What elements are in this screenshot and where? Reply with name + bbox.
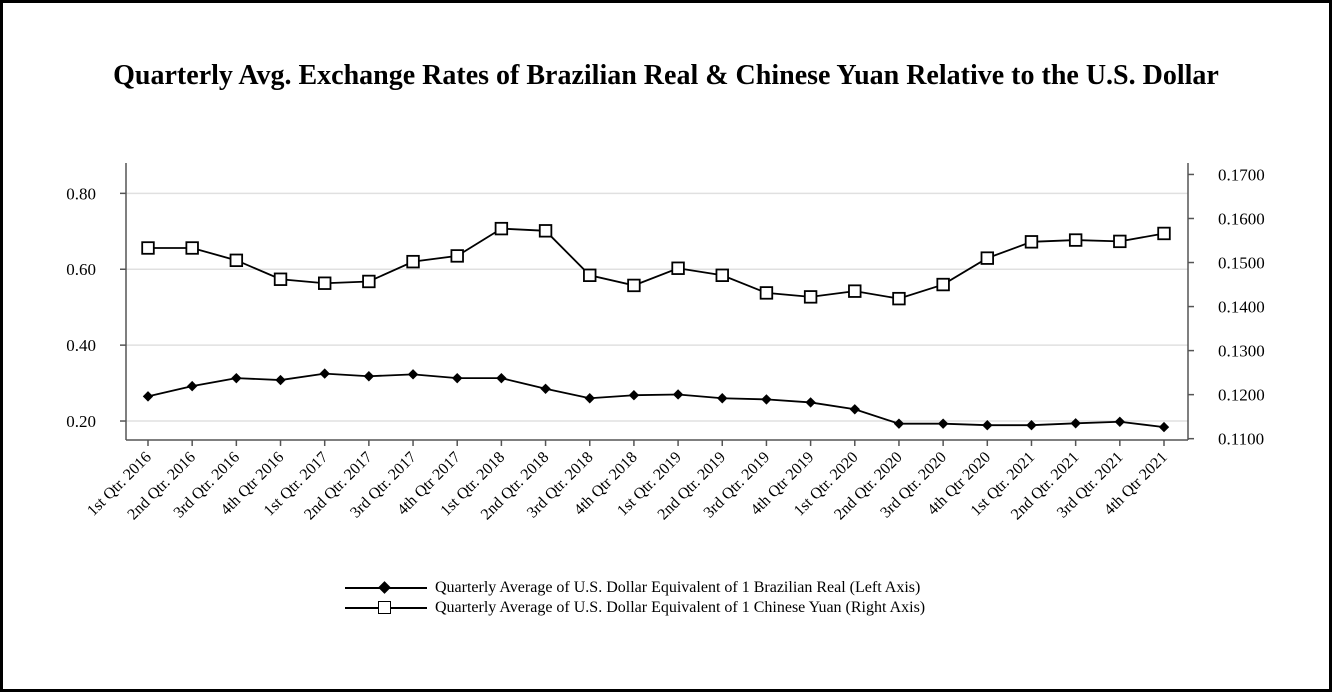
series-brl <box>142 368 1170 433</box>
series-cny <box>141 221 1171 306</box>
data-point-square <box>715 268 729 282</box>
left-tick-label: 0.60 <box>66 260 96 279</box>
data-point-diamond <box>275 374 286 386</box>
data-point-diamond <box>452 372 463 384</box>
data-point-diamond <box>893 418 905 429</box>
data-point-diamond <box>717 393 728 404</box>
data-point-diamond <box>496 372 507 384</box>
data-point-diamond <box>672 389 684 400</box>
data-point-square <box>229 253 244 268</box>
data-point-diamond <box>849 404 860 415</box>
data-point-diamond <box>540 383 551 394</box>
right-tick-label: 0.1100 <box>1218 430 1264 449</box>
right-tick-label: 0.1200 <box>1218 386 1265 405</box>
data-point-square <box>627 278 641 293</box>
data-point-square <box>1068 233 1083 247</box>
data-point-diamond <box>363 371 375 382</box>
data-point-square <box>362 274 376 289</box>
legend: Quarterly Average of U.S. Dollar Equival… <box>345 578 1045 618</box>
data-point-square <box>317 276 332 290</box>
left-tick-label: 0.40 <box>66 336 96 355</box>
data-point-square <box>980 251 995 265</box>
legend-key-cny <box>345 598 427 618</box>
legend-item-brl: Quarterly Average of U.S. Dollar Equival… <box>345 578 1045 598</box>
data-point-diamond <box>407 369 419 380</box>
chart-title: Quarterly Avg. Exchange Rates of Brazili… <box>113 60 1219 91</box>
legend-item-cny: Quarterly Average of U.S. Dollar Equival… <box>345 598 1045 618</box>
data-point-square <box>450 249 464 263</box>
data-point-square <box>803 290 818 304</box>
data-point-square <box>273 272 288 286</box>
data-point-square <box>936 277 950 292</box>
data-point-diamond <box>319 368 330 379</box>
data-point-square <box>671 261 685 275</box>
square-marker-icon <box>378 601 391 614</box>
data-point-diamond <box>937 418 949 429</box>
gridlines <box>126 192 1188 422</box>
data-point-diamond <box>1158 421 1170 433</box>
left-tick-label: 0.80 <box>66 184 96 203</box>
data-point-diamond <box>1070 418 1081 429</box>
data-point-square <box>494 221 509 236</box>
legend-key-brl <box>345 578 427 598</box>
left-tick-label: 0.20 <box>66 412 96 431</box>
diamond-marker-icon <box>378 581 391 594</box>
data-point-diamond <box>982 420 993 431</box>
legend-label-brl: Quarterly Average of U.S. Dollar Equival… <box>435 579 921 596</box>
data-point-square <box>1113 234 1127 249</box>
data-point-square <box>538 224 553 238</box>
data-point-diamond <box>231 372 242 384</box>
series <box>141 221 1171 433</box>
data-point-square <box>141 241 155 255</box>
data-point-diamond <box>142 391 154 402</box>
data-point-diamond <box>761 394 772 405</box>
data-point-diamond <box>628 390 640 401</box>
data-point-diamond <box>186 380 198 392</box>
data-point-diamond <box>1026 420 1037 431</box>
data-point-square <box>759 286 774 300</box>
data-point-square <box>892 291 906 306</box>
data-point-square <box>1024 235 1039 249</box>
data-point-square <box>848 284 862 298</box>
data-point-diamond <box>584 393 595 404</box>
legend-label-cny: Quarterly Average of U.S. Dollar Equival… <box>435 599 926 616</box>
data-point-diamond <box>1114 416 1126 427</box>
right-tick-label: 0.1500 <box>1218 254 1265 273</box>
series-line <box>148 227 1165 300</box>
right-tick-label: 0.1300 <box>1218 342 1265 361</box>
data-point-square <box>1157 226 1171 241</box>
right-tick-label: 0.1600 <box>1218 209 1265 228</box>
right-tick-label: 0.1400 <box>1218 298 1265 317</box>
data-point-square <box>185 241 199 255</box>
data-point-square <box>583 268 597 282</box>
series-line <box>147 372 1165 428</box>
right-tick-label: 0.1700 <box>1218 165 1265 184</box>
axes: 0.20 0.40 0.60 0.80 0.1100 0.1200 0.1300 0.1400… <box>66 163 1265 523</box>
data-point-diamond <box>805 397 816 408</box>
data-point-square <box>406 254 420 269</box>
